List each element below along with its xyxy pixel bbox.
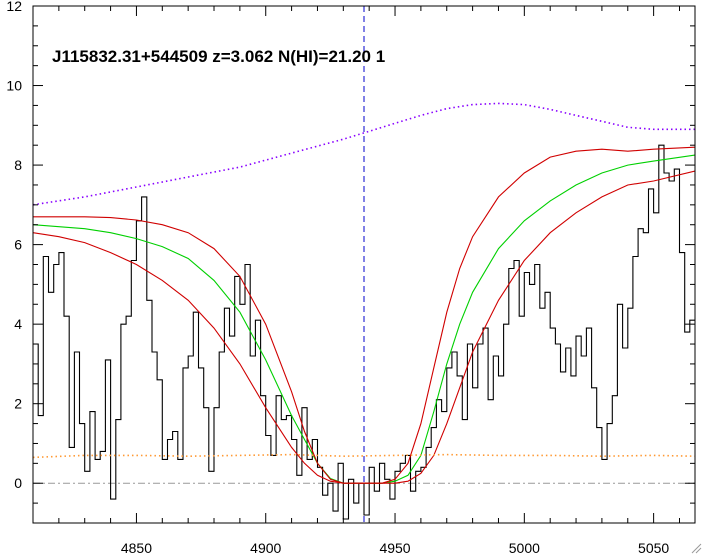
x-tick-label: 5000 <box>509 540 540 556</box>
plot-frame <box>32 5 696 524</box>
x-tick-label: 4950 <box>379 540 410 556</box>
x-tick-label: 4850 <box>121 540 152 556</box>
y-tick-label: 2 <box>14 396 22 412</box>
x-tick-label: 4900 <box>250 540 281 556</box>
y-tick-label: 4 <box>14 316 22 332</box>
series-dla_lower <box>33 170 695 484</box>
axes: 4850 4900 4950 5000 5050 0 2 4 6 8 10 12 <box>6 0 696 556</box>
y-tick-label: 12 <box>6 0 22 14</box>
x-tick-label: 5050 <box>638 540 669 556</box>
y-tick-label: 8 <box>14 157 22 173</box>
y-tick-label: 10 <box>6 78 22 94</box>
y-tick-label: 0 <box>14 475 22 491</box>
plot-area <box>33 6 695 523</box>
series-group <box>33 6 695 523</box>
y-tick-label: 6 <box>14 237 22 253</box>
chart-title: J115832.31+544509 z=3.062 N(HI)=21.20 1 <box>52 47 385 66</box>
resize-grip-icon[interactable] <box>690 542 702 554</box>
series-flux <box>33 144 695 520</box>
